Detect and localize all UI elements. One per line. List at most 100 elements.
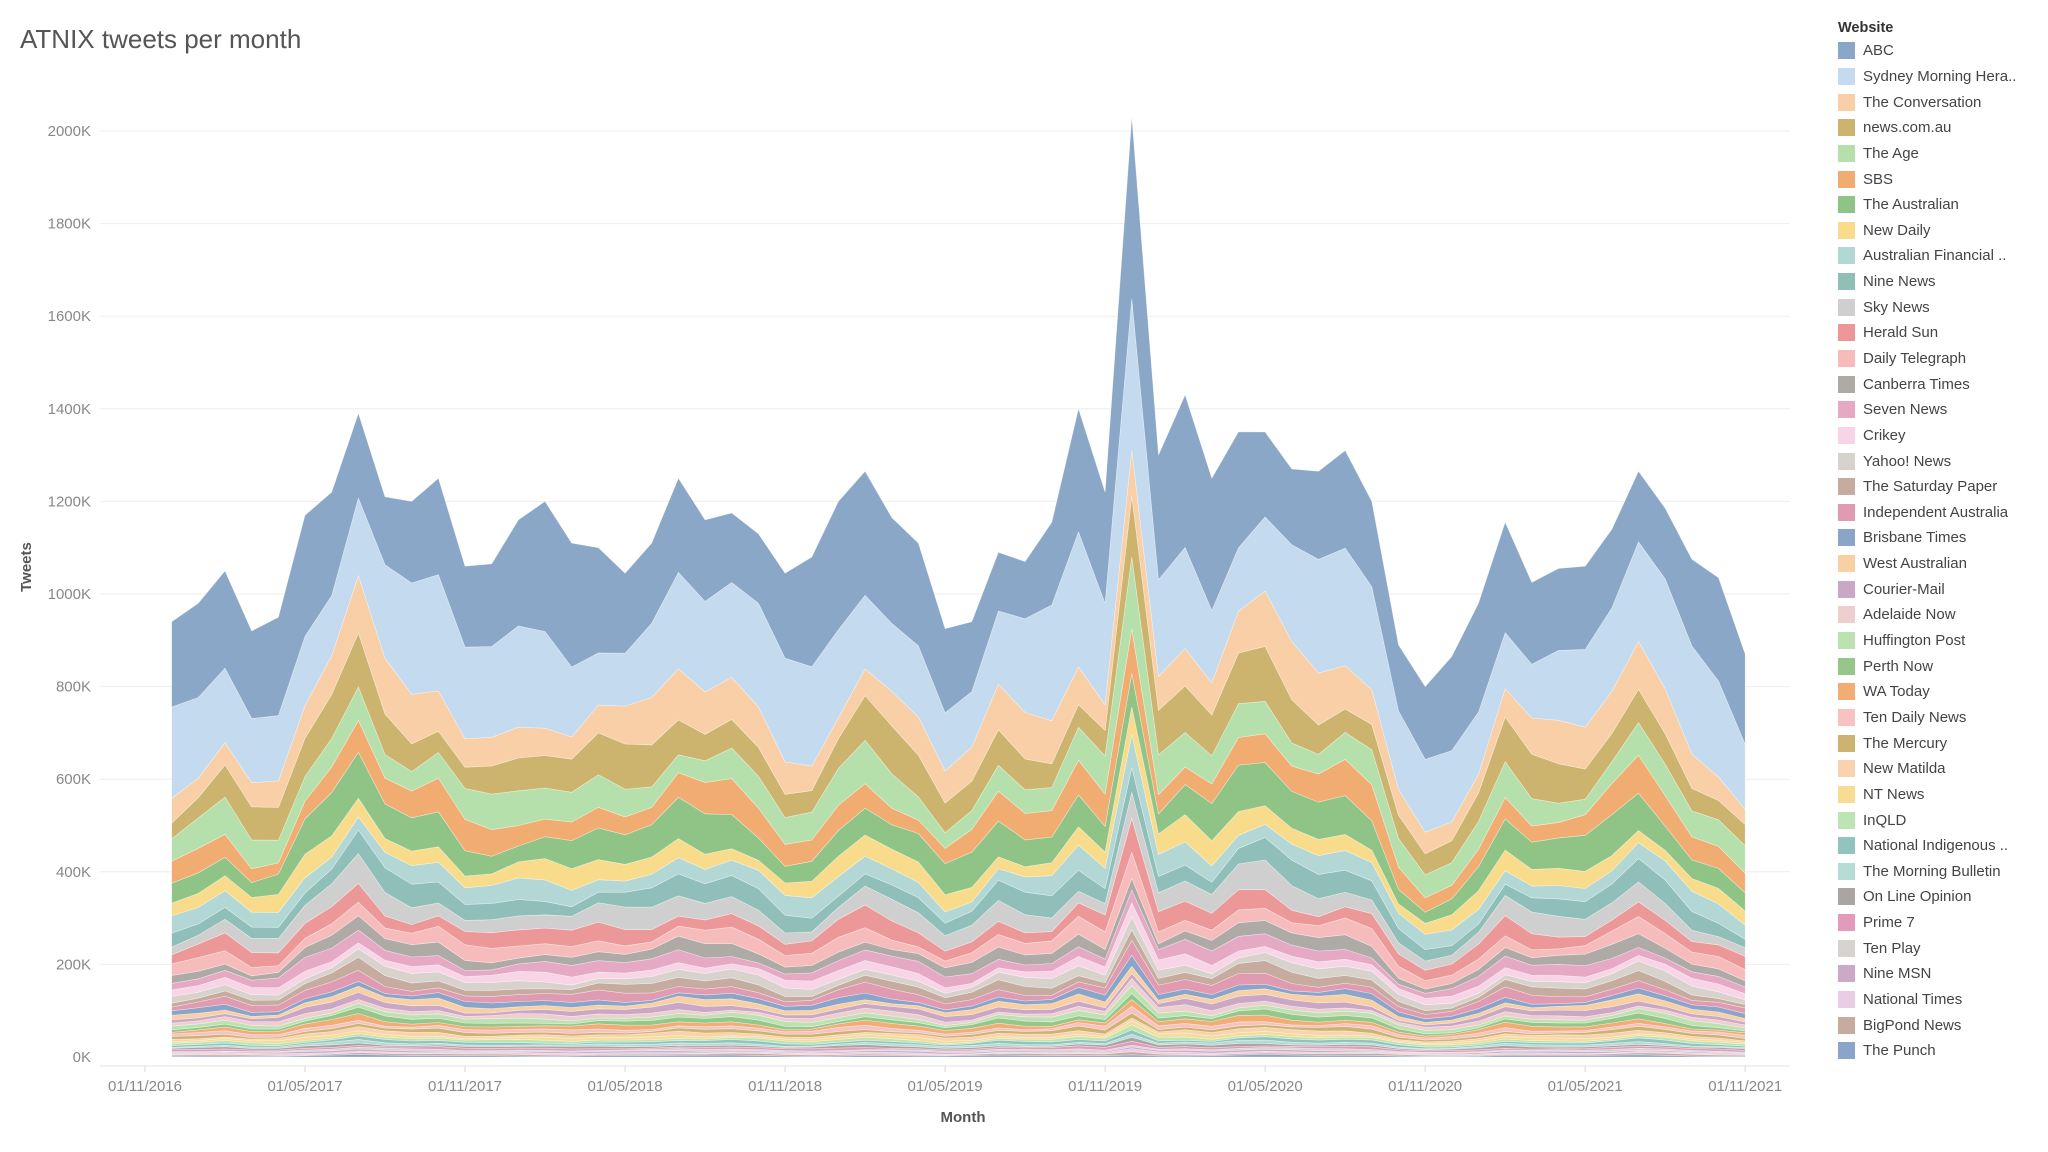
legend-swatch bbox=[1838, 119, 1855, 137]
legend-item[interactable]: The Conversation bbox=[1838, 89, 2048, 115]
legend-swatch bbox=[1838, 914, 1855, 932]
x-tick-label: 01/05/2020 bbox=[1228, 1078, 1303, 1095]
legend-swatch bbox=[1838, 298, 1855, 316]
legend-label: Adelaide Now bbox=[1863, 606, 1956, 624]
legend-label: Sky News bbox=[1863, 298, 1930, 316]
legend-item[interactable]: NT News bbox=[1838, 782, 2048, 808]
legend-item[interactable]: On Line Opinion bbox=[1838, 884, 2048, 910]
legend-item[interactable]: Ten Play bbox=[1838, 935, 2048, 961]
legend-item[interactable]: Sky News bbox=[1838, 294, 2048, 320]
y-tick-label: 1600K bbox=[48, 308, 91, 325]
legend-swatch bbox=[1838, 452, 1855, 470]
legend-swatch bbox=[1838, 324, 1855, 342]
legend-item[interactable]: Huffington Post bbox=[1838, 628, 2048, 654]
legend-item[interactable]: Prime 7 bbox=[1838, 910, 2048, 936]
legend-item[interactable]: The Mercury bbox=[1838, 730, 2048, 756]
legend-label: SBS bbox=[1863, 170, 1894, 188]
legend-swatch bbox=[1838, 93, 1855, 111]
legend-item[interactable]: National Times bbox=[1838, 987, 2048, 1013]
legend-label: BigPond News bbox=[1863, 1016, 1962, 1034]
legend-label: Ten Daily News bbox=[1863, 708, 1967, 726]
y-tick-label: 600K bbox=[56, 771, 91, 788]
legend-item[interactable]: Daily Telegraph bbox=[1838, 346, 2048, 372]
legend-item[interactable]: Courier-Mail bbox=[1838, 576, 2048, 602]
x-tick-label: 01/11/2020 bbox=[1388, 1078, 1462, 1095]
legend-swatch bbox=[1838, 42, 1855, 60]
legend-swatch bbox=[1838, 657, 1855, 675]
legend-item[interactable]: BigPond News bbox=[1838, 1012, 2048, 1038]
legend-swatch bbox=[1838, 683, 1855, 701]
legend-label: On Line Opinion bbox=[1863, 888, 1972, 906]
legend-item[interactable]: SBS bbox=[1838, 166, 2048, 192]
legend-item[interactable]: Yahoo! News bbox=[1838, 448, 2048, 474]
legend-item[interactable]: Perth Now bbox=[1838, 653, 2048, 679]
area-abc[interactable] bbox=[171, 117, 1746, 760]
legend-label: Nine News bbox=[1863, 273, 1936, 291]
legend-label: West Australian bbox=[1863, 555, 1967, 573]
legend-swatch bbox=[1838, 555, 1855, 573]
legend-item[interactable]: National Indigenous .. bbox=[1838, 833, 2048, 859]
legend-swatch bbox=[1838, 734, 1855, 752]
legend-swatch bbox=[1838, 503, 1855, 521]
legend-item[interactable]: Seven News bbox=[1838, 397, 2048, 423]
y-axis-title: Tweets bbox=[18, 542, 35, 592]
y-tick-label: 400K bbox=[56, 864, 91, 881]
legend-item[interactable]: Canberra Times bbox=[1838, 371, 2048, 397]
x-axis-title: Month bbox=[941, 1109, 986, 1126]
x-tick-label: 01/11/2019 bbox=[1068, 1078, 1142, 1095]
legend-item[interactable]: West Australian bbox=[1838, 551, 2048, 577]
legend-item[interactable]: Adelaide Now bbox=[1838, 602, 2048, 628]
x-tick-label: 01/05/2017 bbox=[267, 1078, 342, 1095]
legend-item[interactable]: New Matilda bbox=[1838, 756, 2048, 782]
legend-items: ABC Sydney Morning Hera.. The Conversation… bbox=[1838, 38, 2048, 1064]
legend-label: Courier-Mail bbox=[1863, 580, 1945, 598]
legend-item[interactable]: Nine News bbox=[1838, 269, 2048, 295]
legend-item[interactable]: Independent Australia bbox=[1838, 500, 2048, 526]
legend-swatch bbox=[1838, 478, 1855, 496]
legend-item[interactable]: Herald Sun bbox=[1838, 320, 2048, 346]
legend-item[interactable]: Crikey bbox=[1838, 423, 2048, 449]
legend-item[interactable]: New Daily bbox=[1838, 217, 2048, 243]
legend-label: National Indigenous .. bbox=[1863, 837, 2009, 855]
legend-item[interactable]: InQLD bbox=[1838, 807, 2048, 833]
legend-item[interactable]: The Morning Bulletin bbox=[1838, 859, 2048, 885]
legend-item[interactable]: ABC bbox=[1838, 38, 2048, 64]
legend-label: The Saturday Paper bbox=[1863, 478, 1998, 496]
legend-label: The Conversation bbox=[1863, 93, 1982, 111]
legend-item[interactable]: Australian Financial .. bbox=[1838, 243, 2048, 269]
legend-label: Ten Play bbox=[1863, 939, 1921, 957]
legend-swatch bbox=[1838, 144, 1855, 162]
area-series bbox=[171, 117, 1746, 1058]
legend-label: New Matilda bbox=[1863, 760, 1946, 778]
legend-item[interactable]: Sydney Morning Hera.. bbox=[1838, 64, 2048, 90]
legend-swatch bbox=[1838, 837, 1855, 855]
legend-swatch bbox=[1838, 247, 1855, 265]
chart-title: ATNIX tweets per month bbox=[20, 24, 302, 54]
legend-swatch bbox=[1838, 708, 1855, 726]
legend-label: The Mercury bbox=[1863, 734, 1948, 752]
y-tick-label: 1800K bbox=[48, 216, 91, 233]
legend-item[interactable]: Ten Daily News bbox=[1838, 705, 2048, 731]
legend-item[interactable]: The Australian bbox=[1838, 192, 2048, 218]
legend-label: Seven News bbox=[1863, 401, 1948, 419]
legend-swatch bbox=[1838, 401, 1855, 419]
legend-item[interactable]: The Punch bbox=[1838, 1038, 2048, 1064]
legend-item[interactable]: Brisbane Times bbox=[1838, 525, 2048, 551]
legend-item[interactable]: news.com.au bbox=[1838, 115, 2048, 141]
legend-swatch bbox=[1838, 67, 1855, 85]
legend-label: Herald Sun bbox=[1863, 324, 1939, 342]
legend-swatch bbox=[1838, 1042, 1855, 1060]
y-tick-label: 200K bbox=[56, 956, 91, 973]
legend-swatch bbox=[1838, 991, 1855, 1009]
legend-label: WA Today bbox=[1863, 683, 1930, 701]
legend-swatch bbox=[1838, 273, 1855, 291]
legend-swatch bbox=[1838, 785, 1855, 803]
legend-item[interactable]: Nine MSN bbox=[1838, 961, 2048, 987]
legend-label: Crikey bbox=[1863, 426, 1906, 444]
legend-item[interactable]: WA Today bbox=[1838, 679, 2048, 705]
x-tick-label: 01/05/2018 bbox=[588, 1078, 663, 1095]
x-tick-label: 01/11/2017 bbox=[428, 1078, 502, 1095]
legend-label: Brisbane Times bbox=[1863, 529, 1967, 547]
legend-item[interactable]: The Saturday Paper bbox=[1838, 474, 2048, 500]
legend-item[interactable]: The Age bbox=[1838, 141, 2048, 167]
